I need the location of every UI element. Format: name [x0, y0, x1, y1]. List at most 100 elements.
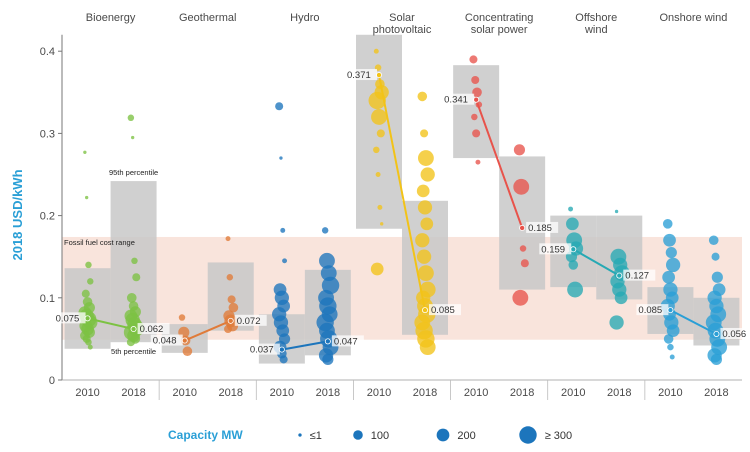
- legend-label: ≤1: [310, 430, 322, 442]
- category-label: Hydro: [290, 12, 319, 24]
- legend: Capacity MW ≤1 100 200 ≥ 300: [168, 426, 572, 444]
- project-point: [87, 278, 94, 285]
- project-point: [228, 302, 239, 313]
- x-tick-label: 2018: [510, 387, 534, 399]
- legend-swatch: [353, 430, 363, 440]
- legend-title: Capacity MW: [168, 428, 243, 442]
- project-point: [132, 273, 141, 282]
- average-value-label: 0.048: [153, 336, 177, 347]
- project-point: [513, 144, 526, 156]
- average-value-label: 0.085: [638, 305, 662, 316]
- x-tick-label: 2018: [413, 387, 437, 399]
- average-marker: [324, 338, 331, 345]
- category-label: photovoltaic: [373, 24, 432, 36]
- project-point: [471, 113, 478, 121]
- project-point: [568, 206, 574, 212]
- project-point: [568, 260, 579, 270]
- project-point: [415, 233, 430, 248]
- project-point: [663, 233, 676, 247]
- x-tick-label: 2010: [270, 387, 294, 399]
- project-point: [126, 293, 137, 303]
- average-label-bg: [331, 335, 364, 347]
- average-label-bg: [526, 221, 559, 233]
- average-trend-line: [572, 248, 620, 277]
- category-label: Offshore: [575, 12, 617, 24]
- project-point: [420, 217, 434, 231]
- project-point: [130, 135, 135, 140]
- average-value-label: 0.159: [541, 244, 565, 255]
- average-marker: [616, 272, 623, 279]
- average-trend-line: [475, 99, 524, 229]
- average-trend-line: [669, 309, 717, 335]
- project-point: [376, 129, 385, 138]
- project-point: [711, 252, 720, 261]
- project-point: [126, 338, 135, 347]
- average-value-label: 0.075: [56, 313, 80, 324]
- project-point: [87, 344, 93, 350]
- project-point: [371, 109, 387, 125]
- project-point: [420, 129, 429, 138]
- average-trend-line: [378, 74, 426, 311]
- project-point: [667, 343, 674, 351]
- project-point: [83, 150, 87, 154]
- average-value-label: 0.072: [237, 316, 261, 327]
- project-point: [368, 91, 386, 110]
- project-point: [567, 281, 584, 298]
- average-marker: [130, 326, 137, 333]
- project-point: [419, 339, 436, 356]
- category-label: Geothermal: [179, 12, 236, 24]
- average-value-label: 0.047: [334, 336, 358, 347]
- project-point: [416, 184, 430, 198]
- project-point: [614, 209, 619, 214]
- x-tick-label: 2010: [464, 387, 488, 399]
- project-point: [380, 222, 384, 226]
- category-label: Onshore wind: [659, 12, 727, 24]
- project-point: [375, 172, 381, 177]
- project-point: [321, 227, 329, 234]
- legend-swatch: [436, 428, 450, 442]
- project-point: [475, 159, 481, 165]
- y-tick-label: 0: [49, 375, 55, 387]
- project-point: [669, 354, 675, 360]
- project-point: [275, 102, 284, 111]
- project-point: [373, 48, 379, 54]
- y-tick-label: 0.4: [40, 46, 55, 58]
- project-point: [711, 271, 723, 283]
- average-label-bg: [539, 243, 572, 255]
- average-marker: [84, 315, 91, 322]
- project-point: [226, 274, 234, 281]
- project-point: [519, 245, 527, 252]
- average-marker: [570, 246, 577, 253]
- project-point: [662, 219, 673, 229]
- average-value-label: 0.185: [528, 223, 552, 234]
- project-point: [370, 262, 384, 276]
- project-point: [223, 325, 233, 334]
- project-point: [84, 195, 89, 200]
- p95-label: 95th percentile: [109, 168, 158, 177]
- project-point: [471, 75, 480, 84]
- x-tick-label: 2018: [121, 387, 145, 399]
- project-point: [663, 334, 674, 344]
- y-axis-label: 2018 USD/kWh: [10, 169, 25, 260]
- project-point: [566, 217, 579, 231]
- average-label-bg: [636, 304, 669, 316]
- project-point: [127, 114, 135, 122]
- y-tick-label: 0.2: [40, 211, 55, 223]
- average-label-bg: [623, 269, 656, 281]
- x-tick-label: 2010: [367, 387, 391, 399]
- project-point: [319, 252, 335, 269]
- average-label-bg: [442, 93, 475, 105]
- project-point: [85, 338, 92, 346]
- project-point: [614, 291, 628, 305]
- average-label-bg: [150, 334, 183, 346]
- average-label-bg: [234, 314, 267, 326]
- x-tick-label: 2018: [704, 387, 728, 399]
- project-point: [417, 91, 428, 102]
- project-point: [416, 249, 432, 264]
- average-value-label: 0.037: [250, 345, 274, 356]
- project-point: [131, 257, 138, 265]
- project-point: [85, 261, 92, 269]
- average-value-label: 0.371: [347, 70, 371, 81]
- x-tick-label: 2010: [75, 387, 99, 399]
- project-point: [417, 200, 433, 215]
